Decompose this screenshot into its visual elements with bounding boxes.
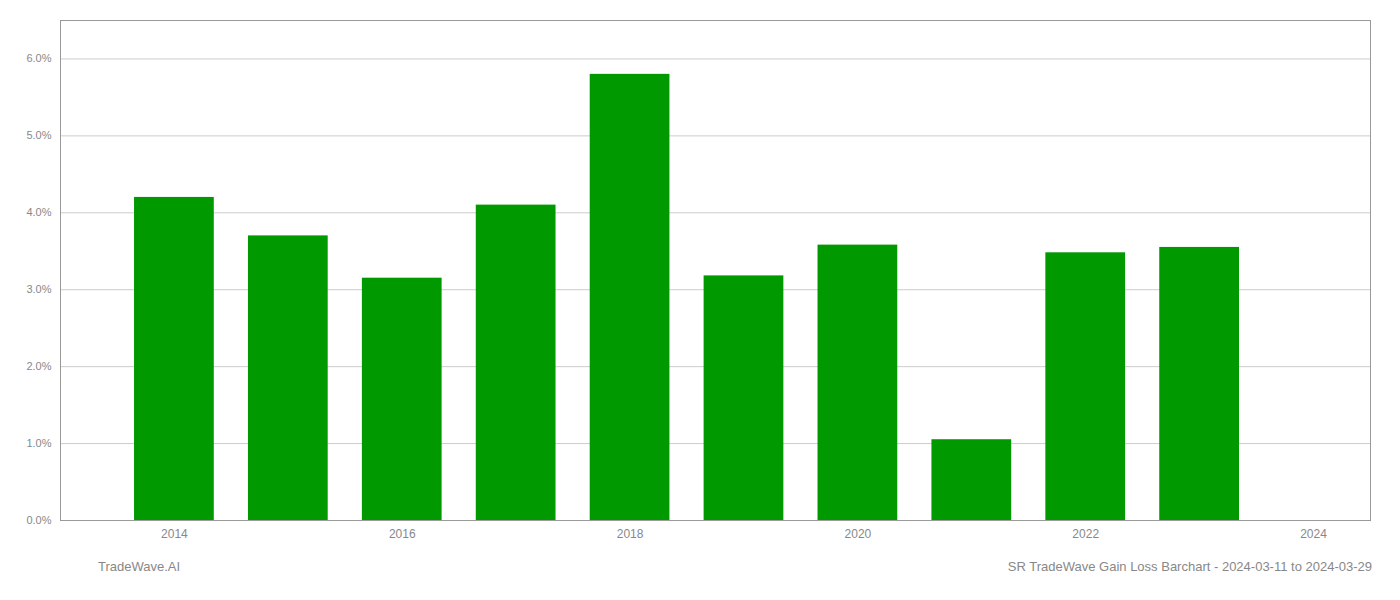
svg-text:2024: 2024 [1300, 527, 1327, 541]
svg-text:5.0%: 5.0% [26, 129, 51, 141]
svg-text:2014: 2014 [161, 527, 188, 541]
html-text:SR TradeWave Gain Loss Barchar: SR TradeWave Gain Loss Barchart - 2024-0… [1007, 559, 1372, 574]
svg-text:2022: 2022 [1072, 527, 1099, 541]
svg-text:0.0%: 0.0% [26, 514, 51, 526]
svg-text:2016: 2016 [389, 527, 416, 541]
svg-text:2.0%: 2.0% [26, 360, 51, 372]
html-text:TradeWave.AI: TradeWave.AI [98, 559, 181, 574]
svg-text:2018: 2018 [617, 527, 644, 541]
svg-text:3.0%: 3.0% [26, 283, 51, 295]
svg-text:6.0%: 6.0% [26, 52, 51, 64]
svg-text:1.0%: 1.0% [26, 437, 51, 449]
svg-text:4.0%: 4.0% [26, 206, 51, 218]
svg-text:2020: 2020 [845, 527, 872, 541]
